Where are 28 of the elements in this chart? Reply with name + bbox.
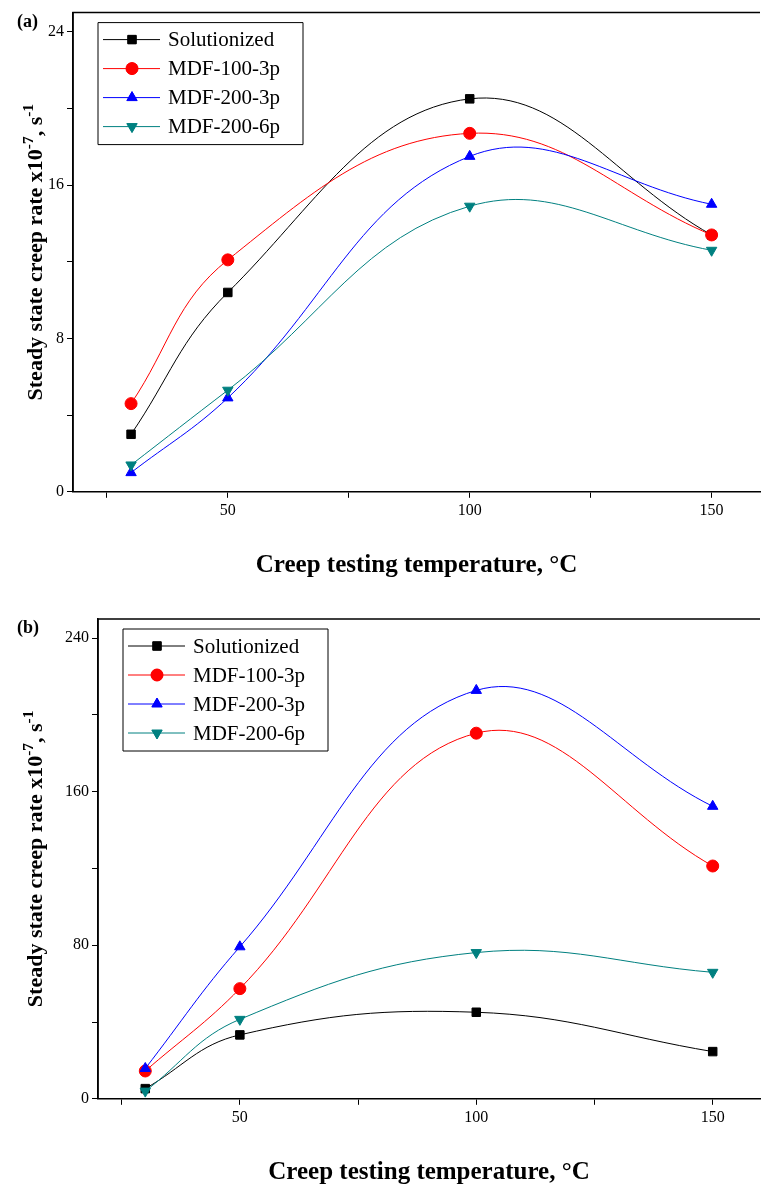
x-tick-label: 50 [219,500,236,518]
y-tick-label: 80 [73,935,89,953]
legend-label: MDF-200-6p [168,114,281,139]
x-tick-label: 100 [464,1107,489,1125]
legend-label: MDF-200-6p [193,720,306,745]
y-tick-label: 160 [65,781,89,799]
legend-label: MDF-100-3p [168,56,281,81]
legend-label: Solutionized [193,633,300,658]
y-tick-label: 24 [48,21,64,39]
legend-label: MDF-200-3p [193,691,306,716]
x-axis-title: Creep testing temperature, °C [268,1156,590,1184]
y-tick-label: 0 [56,482,64,499]
y-tick-label: 8 [56,328,64,346]
y-tick-label: 240 [65,628,89,646]
y-axis-title: Steady state creep rate x10-7, s-1 [19,710,47,1008]
y-tick-label: 0 [81,1089,89,1106]
y-axis-title: Steady state creep rate x10-7, s-1 [19,103,47,401]
x-tick-label: 50 [231,1107,248,1125]
legend-label: Solutionized [168,27,275,52]
chart-title: (a) [17,10,38,32]
legend-label: MDF-100-3p [193,662,306,687]
x-axis-title: Creep testing temperature, °C [255,549,578,577]
legend-label: MDF-200-3p [168,85,281,110]
y-tick-label: 16 [48,175,64,193]
x-tick-label: 150 [699,500,724,518]
x-tick-label: 100 [457,500,482,518]
chart-title: (b) [17,617,39,638]
x-tick-label: 150 [700,1107,725,1125]
